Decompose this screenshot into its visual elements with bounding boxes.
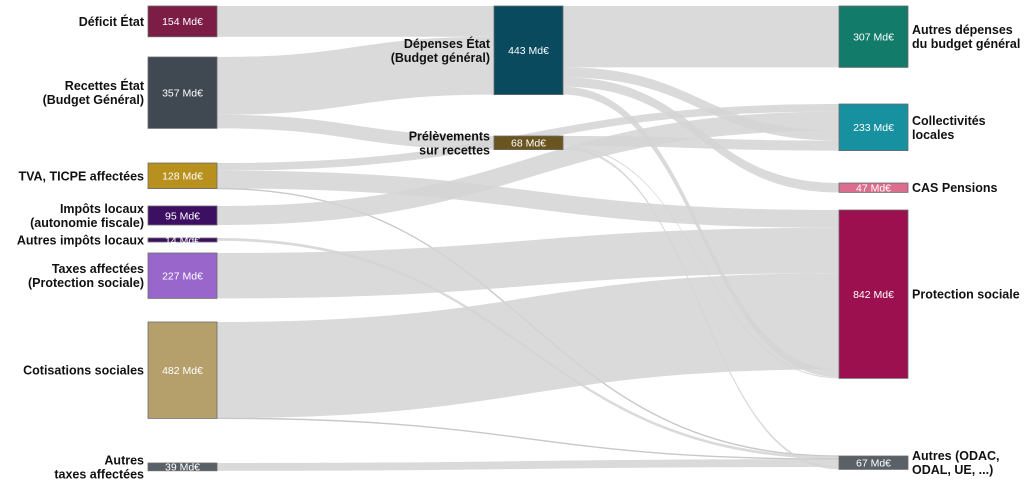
node-label-impots_locaux: Impôts locaux (autonomie fiscale)	[30, 202, 144, 230]
node-value-deficit: 154 Md€	[162, 16, 203, 28]
node-bar-tva	[147, 162, 218, 190]
node-bar-deficit	[147, 5, 218, 38]
node-label-cas_pensions: CAS Pensions	[912, 181, 997, 195]
node-cas_pensions: 47 Md€ CAS Pensions	[838, 181, 997, 195]
link-taxes_protection-to-protection_sociale	[217, 227, 839, 299]
node-bar-autres_depenses	[838, 5, 909, 68]
node-collectivites: 233 Md€ Collectivités locales	[838, 103, 986, 151]
node-label-autres_impots_locaux: Autres impôts locaux	[17, 234, 144, 248]
node-depenses_etat: 443 Md€ Dépenses État (Budget général)	[391, 5, 564, 95]
node-taxes_protection: 227 Md€ Taxes affectées (Protection social…	[28, 252, 218, 299]
node-bar-depenses_etat	[493, 5, 564, 95]
node-label-taxes_protection: Taxes affectées (Protection sociale)	[28, 262, 144, 290]
node-bar-recettes	[147, 56, 218, 129]
node-label-protection_sociale: Protection sociale	[912, 288, 1020, 302]
link-prelevements-to-protection_sociale	[563, 146, 839, 379]
node-label-recettes: Recettes État (Budget Général)	[43, 78, 145, 107]
link-depenses_etat-to-autres_depenses	[563, 6, 839, 68]
node-value-protection_sociale: 842 Md€	[853, 289, 894, 301]
node-autres_impots_locaux: 14 Md€ Autres impôts locaux	[17, 234, 218, 248]
node-value-taxes_protection: 227 Md€	[162, 271, 203, 283]
node-impots_locaux: 95 Md€ Impôts locaux (autonomie fiscale)	[30, 202, 218, 230]
node-recettes: 357 Md€ Recettes État (Budget Général)	[43, 56, 218, 129]
node-bar-cotisations	[147, 321, 218, 419]
node-value-recettes: 357 Md€	[162, 88, 203, 100]
node-label-prelevements: Prélèvements sur recettes	[409, 129, 490, 157]
node-autres_odac: 67 Md€ Autres (ODAC, ODAL, UE, ...)	[838, 449, 1000, 477]
node-value-collectivites: 233 Md€	[853, 122, 894, 134]
node-value-prelevements: 68 Md€	[511, 138, 546, 150]
node-label-collectivites: Collectivités locales	[912, 114, 986, 142]
node-label-depenses_etat: Dépenses État (Budget général)	[391, 36, 491, 65]
node-bar-cas_pensions	[838, 182, 909, 193]
link-prelevements-to-autres_odac	[563, 147, 839, 470]
node-bar-prelevements	[493, 135, 564, 151]
flow-nodes: 154 Md€ Déficit État 357 Md€ Recettes État(…	[17, 5, 1020, 481]
node-value-tva: 128 Md€	[162, 171, 203, 183]
link-tva-to-protection_sociale	[217, 170, 839, 228]
node-value-impots_locaux: 95 Md€	[165, 210, 200, 222]
node-label-deficit: Déficit État	[79, 14, 145, 29]
node-bar-autres_odac	[838, 455, 909, 470]
node-label-cotisations: Cotisations sociales	[23, 364, 144, 378]
node-value-autres_depenses: 307 Md€	[853, 32, 894, 44]
node-value-cas_pensions: 47 Md€	[856, 183, 891, 195]
link-depenses_etat-to-collectivites	[563, 67, 839, 141]
node-prelevements: 68 Md€ Prélèvements sur recettes	[409, 129, 564, 157]
node-value-cotisations: 482 Md€	[162, 365, 203, 377]
node-bar-impots_locaux	[147, 205, 218, 226]
link-prelevements-to-collectivites	[563, 136, 839, 151]
link-autres_taxes-to-autres_odac	[217, 459, 839, 471]
node-value-autres_taxes: 39 Md€	[165, 462, 200, 474]
node-bar-autres_impots_locaux	[147, 237, 218, 243]
node-value-autres_odac: 67 Md€	[856, 458, 891, 470]
node-tva: 128 Md€ TVA, TICPE affectées	[18, 162, 218, 190]
node-value-depenses_etat: 443 Md€	[508, 45, 549, 57]
link-depenses_etat-to-protection_sociale	[563, 86, 839, 378]
node-label-autres_taxes: Autres taxes affectées	[54, 453, 144, 481]
node-protection_sociale: 842 Md€ Protection sociale	[838, 209, 1020, 379]
node-autres_depenses: 307 Md€ Autres dépenses du budget général	[838, 5, 1020, 68]
node-bar-protection_sociale	[838, 209, 909, 379]
link-cotisations-to-protection_sociale	[217, 273, 839, 419]
node-label-autres_depenses: Autres dépenses du budget général	[912, 23, 1020, 51]
node-deficit: 154 Md€ Déficit État	[79, 5, 218, 38]
node-bar-collectivites	[838, 103, 909, 151]
node-label-tva: TVA, TICPE affectées	[18, 169, 144, 183]
node-value-autres_impots_locaux: 14 Md€	[165, 235, 200, 247]
link-recettes-to-depenses_etat	[217, 36, 494, 115]
link-deficit-to-depenses_etat	[217, 6, 494, 37]
link-depenses_etat-to-cas_pensions	[563, 77, 839, 193]
node-label-autres_odac: Autres (ODAC, ODAL, UE, ...)	[912, 449, 1000, 477]
link-cotisations-to-autres_odac	[216, 417, 840, 460]
link-recettes-to-prelevements	[217, 114, 494, 150]
node-cotisations: 482 Md€ Cotisations sociales	[23, 321, 218, 419]
node-bar-autres_taxes	[147, 462, 218, 472]
node-bar-taxes_protection	[147, 252, 218, 299]
node-autres_taxes: 39 Md€ Autres taxes affectées	[54, 453, 218, 481]
